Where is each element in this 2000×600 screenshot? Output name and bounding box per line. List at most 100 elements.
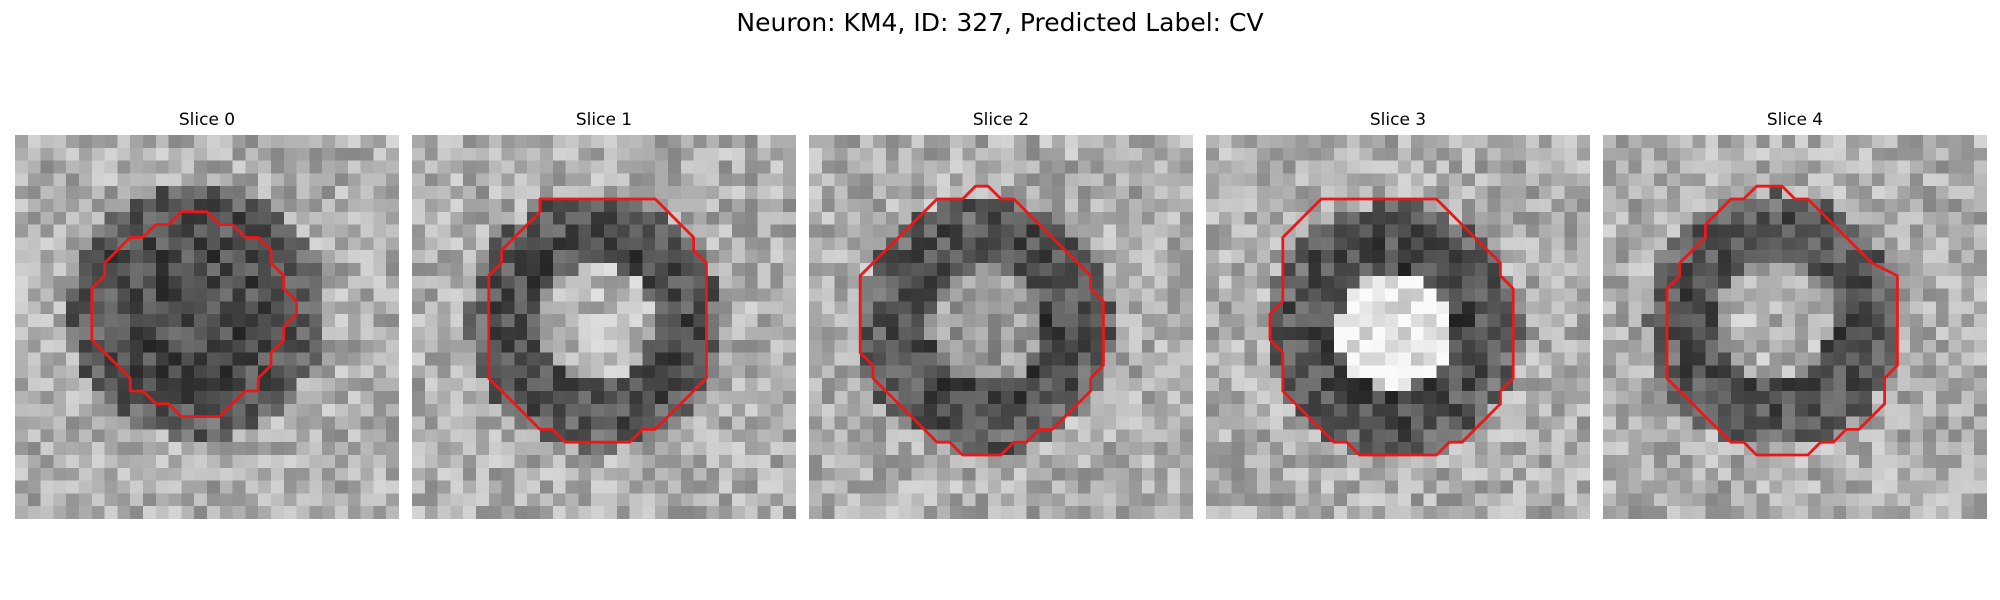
pixel [117,480,131,494]
pixel [757,160,771,174]
pixel [706,455,720,469]
pixel [1897,250,1911,264]
pixel [1206,378,1220,392]
pixel [642,288,656,302]
pixel [744,327,758,341]
pixel [1295,339,1309,353]
pixel [1679,327,1693,341]
pixel [322,186,336,200]
pixel [1897,493,1911,507]
pixel [655,455,669,469]
pixel [1282,429,1296,443]
pixel [1308,237,1322,251]
pixel [1935,250,1949,264]
pixel [1526,391,1540,405]
pixel [1141,199,1155,213]
pixel [1692,429,1706,443]
pixel [386,314,399,328]
pixel [1218,135,1232,149]
pixel [27,467,41,481]
pixel [1346,327,1360,341]
pixel [27,301,41,315]
pixel [1500,250,1514,264]
pixel [1218,288,1232,302]
pixel [604,352,618,366]
pixel [258,186,272,200]
pixel [1820,135,1834,149]
pixel [322,275,336,289]
pixel [1257,160,1271,174]
slice-panel-0: Slice 0 [15,109,399,519]
pixel [1385,224,1399,238]
pixel [194,224,208,238]
pixel [1551,365,1565,379]
pixel [1462,327,1476,341]
pixel [616,250,630,264]
pixel [322,429,336,443]
pixel [1026,378,1040,392]
pixel [860,339,874,353]
pixel [373,327,387,341]
pixel [27,186,41,200]
pixel [1039,416,1053,430]
pixel [309,301,323,315]
pixel [1769,506,1783,519]
pixel [1705,135,1719,149]
pixel [1039,493,1053,507]
pixel [1449,186,1463,200]
pixel [1244,199,1258,213]
pixel [424,327,438,341]
pixel [424,288,438,302]
pixel [642,211,656,225]
pixel [1935,506,1949,519]
pixel [1564,186,1578,200]
pixel [873,506,887,519]
pixel [552,199,566,213]
pixel [194,455,208,469]
pixel [437,352,451,366]
pixel [1423,429,1437,443]
pixel [744,250,758,264]
pixel [1321,365,1335,379]
pixel [860,173,874,187]
pixel [283,186,297,200]
pixel [373,147,387,161]
pixel [271,314,285,328]
pixel [565,327,579,341]
pixel [1334,211,1348,225]
pixel [283,263,297,277]
pixel [1935,275,1949,289]
pixel [271,442,285,456]
pixel [1282,352,1296,366]
pixel [719,186,733,200]
pixel [1334,442,1348,456]
pixel [1334,506,1348,519]
pixel [1308,327,1322,341]
pixel [283,275,297,289]
pixel [1692,378,1706,392]
pixel [463,467,477,481]
pixel [1948,135,1962,149]
pixel [309,429,323,443]
pixel [1538,135,1552,149]
pixel [476,455,490,469]
pixel [1603,199,1617,213]
pixel [181,250,195,264]
pixel [527,467,541,481]
pixel [463,480,477,494]
pixel [1141,288,1155,302]
pixel [693,237,707,251]
pixel [1974,403,1987,417]
pixel [335,339,349,353]
pixel [1359,378,1373,392]
pixel [1372,493,1386,507]
pixel [744,493,758,507]
pixel [1871,224,1885,238]
pixel [1820,288,1834,302]
pixel [975,327,989,341]
pixel [501,378,515,392]
pixel [962,403,976,417]
pixel [1935,327,1949,341]
pixel [463,211,477,225]
pixel [1321,173,1335,187]
